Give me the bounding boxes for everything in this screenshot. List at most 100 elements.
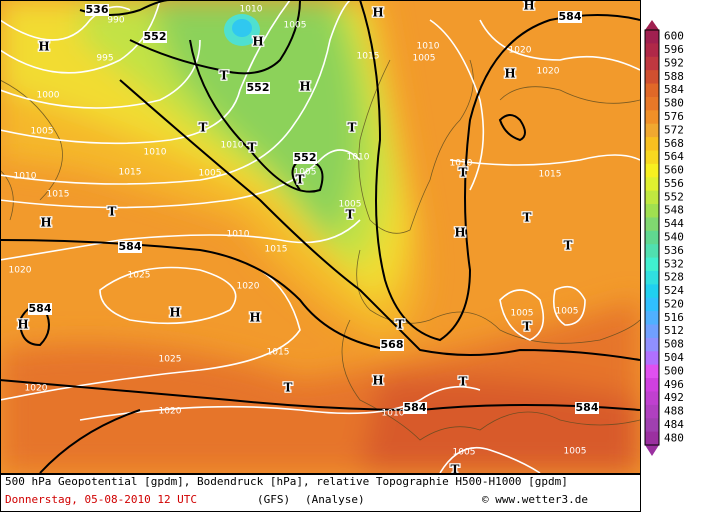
legend-swatch [645, 337, 659, 352]
legend-swatch [645, 137, 659, 151]
legend-arrow-top [645, 20, 659, 30]
low-marker: T [348, 121, 357, 135]
legend-swatch [645, 404, 659, 419]
low-marker: T [396, 318, 405, 332]
legend-label: 560 [664, 164, 684, 177]
legend-swatch [645, 150, 659, 165]
high-marker: H [38, 40, 49, 54]
geopotential-label-bg [85, 4, 109, 16]
legend-swatch [645, 378, 659, 392]
legend-swatch [645, 43, 659, 58]
pressure-label: 1005 [284, 21, 307, 31]
legend-label: 568 [664, 137, 684, 150]
legend-label: 524 [664, 284, 684, 297]
pressure-label: 1015 [357, 52, 380, 62]
legend-label: 532 [664, 257, 684, 270]
legend-label: 572 [664, 123, 684, 136]
low-marker: T [523, 211, 532, 225]
geopotential-label: 584 [576, 401, 599, 414]
high-marker: H [372, 6, 383, 20]
legend-swatch [645, 257, 659, 272]
high-marker: H [40, 216, 51, 230]
pressure-label: 1005 [199, 169, 222, 179]
legend-label: 596 [664, 43, 684, 56]
legend-swatch [645, 56, 659, 71]
legend-label: 548 [664, 204, 684, 217]
low-marker: T [284, 381, 293, 395]
high-marker: H [454, 226, 465, 240]
legend-swatch [645, 96, 659, 111]
low-marker: T [459, 375, 468, 389]
legend-swatch [645, 163, 659, 178]
pressure-label: 1010 [382, 409, 405, 419]
legend-label: 544 [664, 217, 684, 230]
pressure-label: 1020 [237, 282, 260, 292]
geopotential-label-bg [575, 402, 599, 414]
legend-swatch [645, 364, 659, 379]
legend-swatch [645, 83, 659, 98]
legend-label: 528 [664, 271, 684, 284]
legend-label: 484 [664, 418, 684, 431]
geopotential-label: 584 [559, 10, 582, 23]
pressure-label: 1010 [227, 230, 250, 240]
legend-label: 580 [664, 97, 684, 110]
pressure-label: 1000 [37, 91, 60, 101]
geopotential-label-bg [246, 82, 270, 94]
pressure-label: 1015 [267, 348, 290, 358]
high-marker: H [17, 318, 28, 332]
legend-label: 588 [664, 70, 684, 83]
legend-label: 600 [664, 30, 684, 43]
low-marker: T [523, 320, 532, 334]
legend-swatch [645, 351, 659, 366]
pressure-label: 1010 [221, 141, 244, 151]
pressure-label: 1010 [450, 159, 473, 169]
pressure-label: 1025 [159, 355, 182, 365]
pressure-label: 1015 [265, 245, 288, 255]
geopotential-contours [1, 1, 640, 473]
color-legend: 6005965925885845805765725685645605565525… [644, 20, 684, 456]
geopotential-label: 584 [404, 401, 427, 414]
geopotential-label: 552 [294, 151, 317, 164]
geopotential-label-bg [118, 241, 142, 253]
pressure-label: 1015 [119, 168, 142, 178]
geopotential-label-bg [558, 11, 582, 23]
geopotential-label: 536 [86, 3, 109, 16]
pressure-label: 1010 [144, 148, 167, 158]
legend-label: 556 [664, 177, 684, 190]
pressure-label: 1020 [9, 266, 32, 276]
geopotential-label-bg [28, 303, 52, 315]
legend-label: 500 [664, 364, 684, 377]
legend-label: 512 [664, 324, 684, 337]
pressure-label: 1005 [294, 168, 317, 178]
legend-swatch [645, 284, 659, 299]
legend-label: 516 [664, 311, 684, 324]
legend-label: 480 [664, 431, 684, 444]
high-marker: H [504, 67, 515, 81]
legend-label: 592 [664, 56, 684, 69]
legend-label: 504 [664, 351, 684, 364]
pressure-label: 1005 [556, 307, 579, 317]
legend-swatch [645, 230, 659, 245]
pressure-label: 1025 [128, 271, 151, 281]
legend-swatch [645, 123, 659, 138]
geopotential-label-bg [293, 152, 317, 164]
pressure-label: 1005 [511, 309, 534, 319]
legend-swatch [645, 324, 659, 339]
isobars [1, 1, 640, 473]
legend-arrow-bottom [645, 445, 659, 456]
legend-swatch [645, 270, 659, 285]
low-marker: T [248, 141, 257, 155]
low-marker: T [346, 208, 355, 222]
high-marker: H [252, 35, 263, 49]
legend-swatch [645, 30, 659, 44]
legend-swatch [645, 204, 659, 218]
low-core [232, 19, 252, 37]
map-area: 536 552 552 552 584 584 584 568 584 584 990 995 1000… [1, 1, 640, 473]
legend-label: 508 [664, 338, 684, 351]
legend-swatch [645, 70, 659, 85]
map-labels: 536 552 552 552 584 584 584 568 584 584 990 995 1000… [9, 1, 599, 473]
map-frame [0, 0, 641, 474]
legend-swatch [645, 311, 659, 326]
legend-swatch [645, 391, 659, 406]
